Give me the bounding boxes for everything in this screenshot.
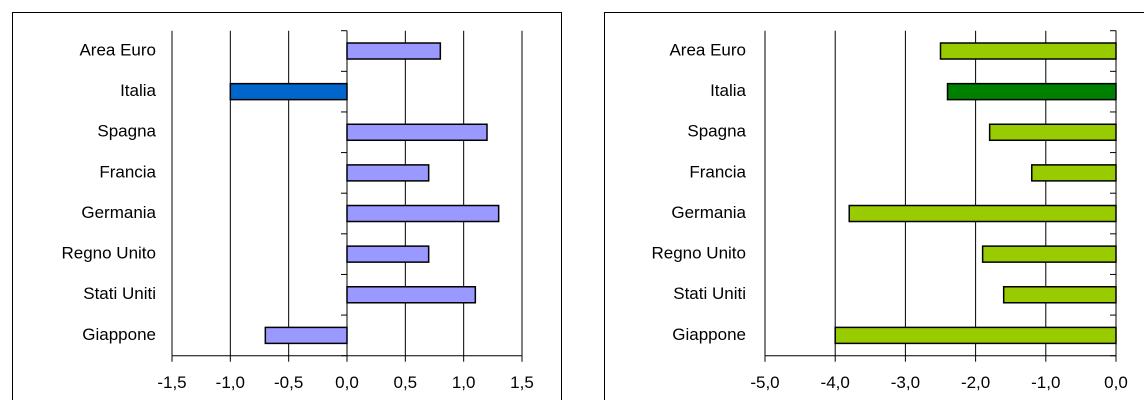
x-tick-label: -4,0: [821, 373, 850, 392]
y-tick-label: Stati Uniti: [83, 284, 156, 303]
x-tick-label: -5,0: [750, 373, 779, 392]
bar: [981, 245, 1117, 263]
y-tick-label: Area Euro: [79, 40, 156, 59]
bar: [1031, 164, 1117, 182]
chart-frame: [604, 12, 1144, 400]
x-tick-label: 1,5: [510, 373, 534, 392]
y-tick-label: Francia: [99, 162, 156, 181]
bar: [1002, 286, 1117, 304]
bar: [229, 82, 348, 101]
x-tick-label: -3,0: [891, 373, 920, 392]
x-tick-label: -0,5: [274, 373, 303, 392]
bar: [848, 204, 1117, 223]
chart-frame: [12, 12, 562, 400]
y-tick-label: Italia: [120, 81, 156, 100]
bar: [264, 326, 348, 345]
y-tick-label: Germania: [81, 203, 156, 222]
bar: [346, 42, 442, 60]
bar: [346, 204, 500, 223]
y-tick-label: Francia: [689, 162, 746, 181]
bar: [834, 326, 1117, 345]
y-tick-label: Regno Unito: [61, 244, 156, 263]
bar: [988, 123, 1117, 142]
bar: [346, 123, 488, 142]
x-tick-label: 1,0: [452, 373, 476, 392]
y-tick-label: Stati Uniti: [673, 284, 746, 303]
bar: [939, 42, 1117, 60]
y-tick-label: Germania: [671, 203, 746, 222]
y-tick-label: Regno Unito: [651, 244, 746, 263]
bar: [946, 82, 1117, 101]
x-tick-label: -2,0: [961, 373, 990, 392]
y-tick-label: Spagna: [97, 122, 156, 141]
x-tick-label: 0,0: [1104, 373, 1128, 392]
x-tick-label: 0,0: [335, 373, 359, 392]
y-tick-label: Giappone: [82, 325, 156, 344]
y-tick-label: Spagna: [687, 122, 746, 141]
x-tick-label: -1,0: [1031, 373, 1060, 392]
x-tick-label: -1,5: [157, 373, 186, 392]
x-tick-label: 0,5: [394, 373, 418, 392]
x-tick-label: -1,0: [216, 373, 245, 392]
bar: [346, 286, 477, 304]
y-tick-label: Giappone: [672, 325, 746, 344]
y-tick-label: Italia: [710, 81, 746, 100]
bar: [346, 245, 430, 263]
bar: [346, 164, 430, 182]
y-tick-label: Area Euro: [669, 40, 746, 59]
